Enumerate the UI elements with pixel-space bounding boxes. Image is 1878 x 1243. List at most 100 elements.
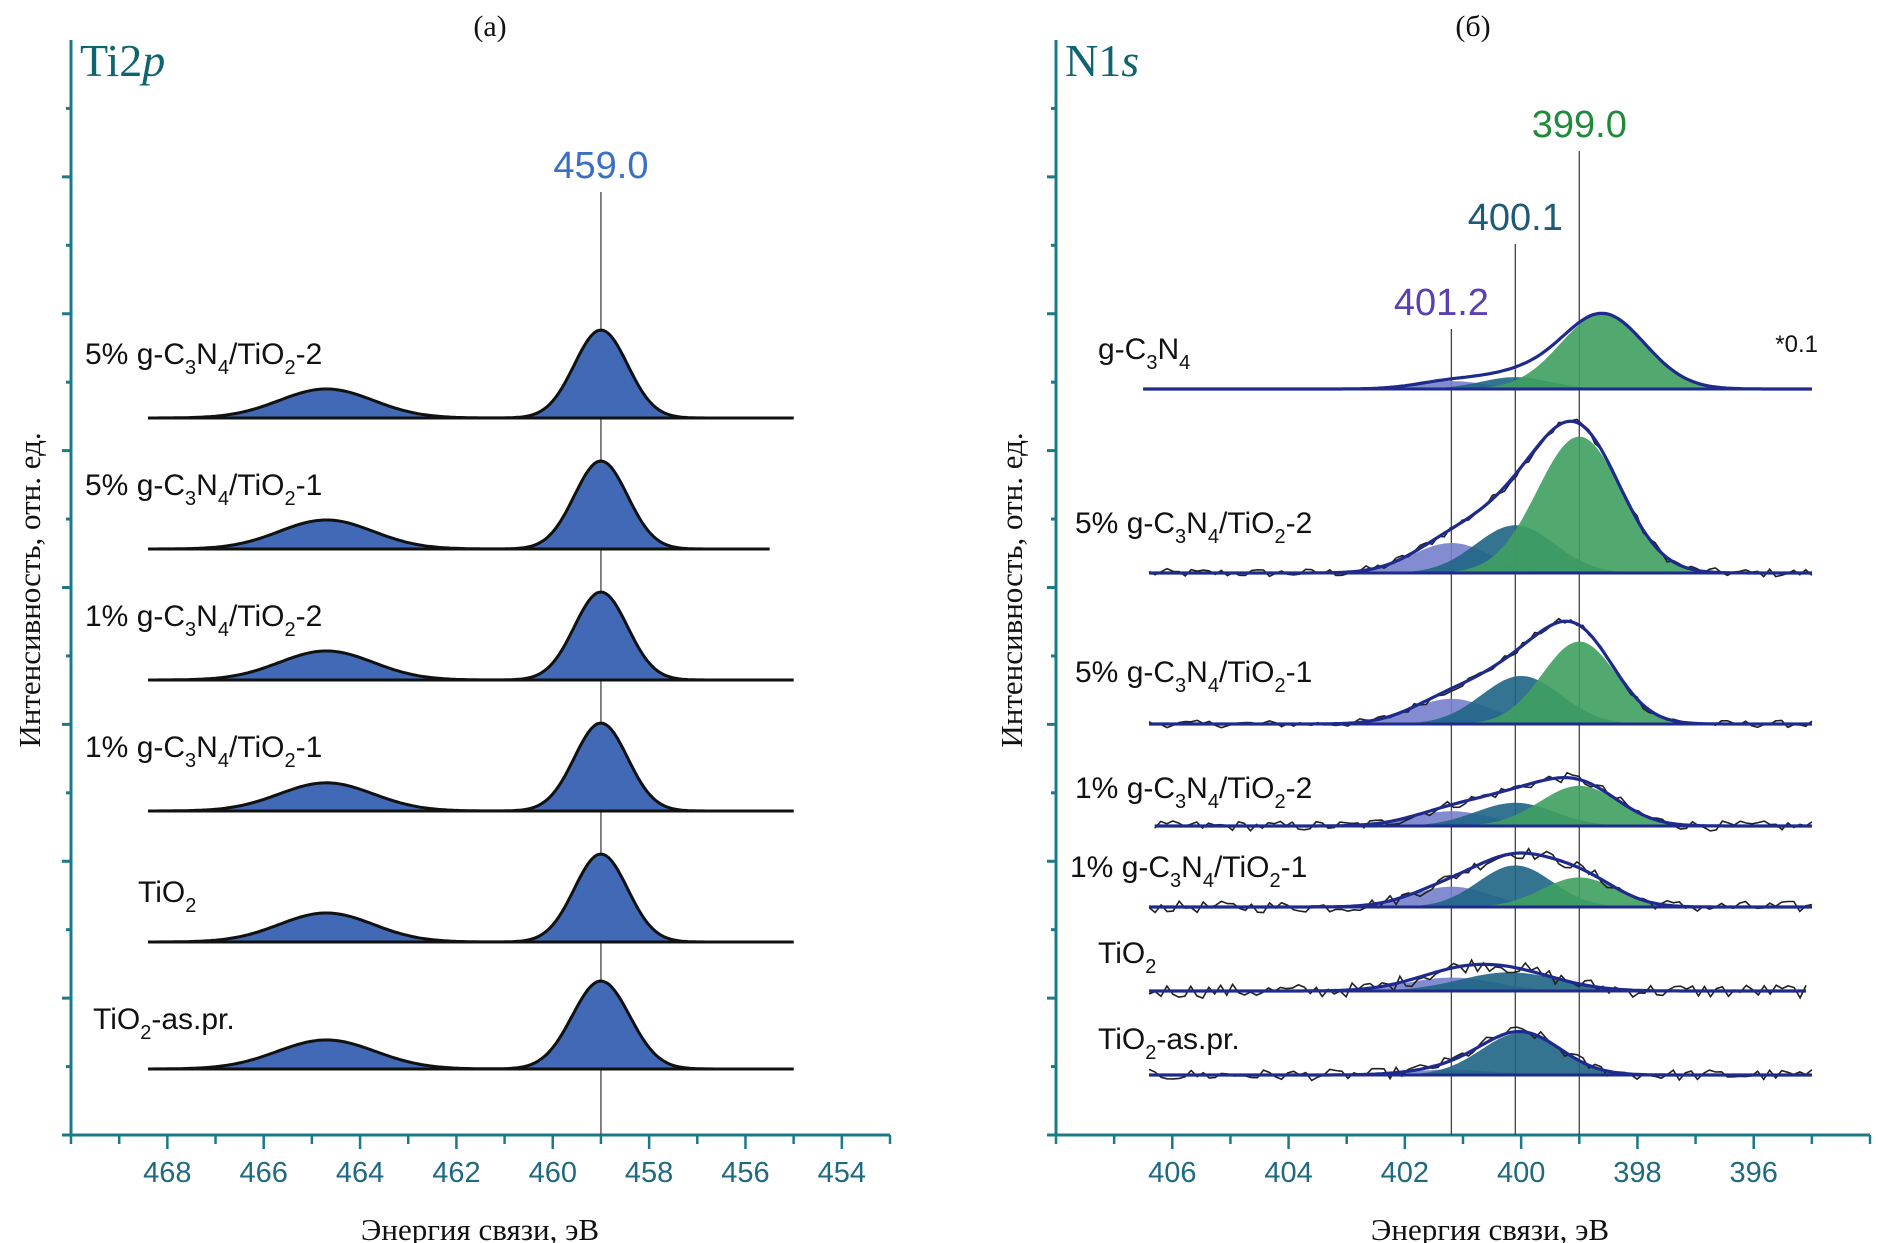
series-label-part: -as.pr.: [151, 1003, 234, 1036]
subscript: 2: [1275, 791, 1286, 813]
series-label: 1% g-C3N4/TiO2-1: [85, 731, 322, 772]
panel-title-main: N1: [1065, 35, 1121, 86]
series-label: TiO2: [1098, 937, 1156, 978]
reference-label: 400.1: [1468, 197, 1563, 239]
series-label: TiO2-as.pr.: [1098, 1023, 1240, 1064]
series-1: 5% g-C3N4/TiO2-1: [85, 459, 770, 551]
series-label-part: N: [196, 338, 218, 371]
subscript: 4: [218, 619, 229, 641]
spectrum-line: [148, 852, 794, 944]
peak-fill: [148, 723, 794, 811]
spectrum-line: [148, 979, 794, 1071]
series-label-part: N: [196, 731, 218, 764]
x-tick-label: 462: [432, 1157, 480, 1189]
panel-b: 406 404 402 400 398 396 Энергия связи, эВ Интен…: [994, 10, 1872, 1243]
subscript: 3: [1175, 526, 1186, 548]
series-label-part: /TiO: [229, 600, 285, 633]
series-label: 1% g-C3N4/TiO2-2: [85, 600, 322, 641]
series-label-part: TiO: [93, 1003, 140, 1036]
peak-fill: [148, 330, 794, 418]
series-label-part: 5% g-C: [1075, 507, 1175, 540]
subscript: 4: [1208, 526, 1219, 548]
panel-title-main: Ti2: [80, 35, 142, 86]
x-tick-label: 468: [143, 1157, 191, 1189]
series-label-part: -1: [1281, 851, 1308, 884]
subscript: 2: [285, 750, 296, 772]
subscript: 4: [1203, 870, 1214, 892]
x-axis-label: Энергия связи, эВ: [1371, 1212, 1609, 1243]
series-5: TiO2: [1098, 937, 1807, 1000]
y-axis-label: Интенсивность, отн. ед.: [12, 432, 47, 747]
subscript: 4: [1179, 352, 1190, 374]
series-label-part: -1: [296, 731, 323, 764]
subscript: 4: [218, 357, 229, 379]
series-label-part: N: [1186, 772, 1208, 805]
panel-title: N1s: [1065, 35, 1139, 86]
subscript: 3: [1175, 791, 1186, 813]
component-fill: [1149, 676, 1812, 724]
component-fill: [1149, 1032, 1812, 1075]
component-fill: [1149, 436, 1812, 573]
component-fill: [1143, 377, 1812, 389]
subscript: 4: [1208, 675, 1219, 697]
series-label: 5% g-C3N4/TiO2-2: [1075, 507, 1312, 548]
subscript: 2: [1145, 956, 1156, 978]
subscript: 3: [1146, 352, 1157, 374]
series-label-part: 5% g-C: [85, 338, 185, 371]
series-label: TiO2-as.pr.: [93, 1003, 235, 1044]
series-1: 5% g-C3N4/TiO2-2: [1075, 418, 1813, 578]
subscript: 2: [1270, 870, 1281, 892]
series-label-part: /TiO: [1219, 656, 1275, 689]
subscript: 2: [185, 895, 196, 917]
subscript: 4: [218, 488, 229, 510]
subscript: 3: [1175, 675, 1186, 697]
x-tick-label: 400: [1497, 1157, 1545, 1189]
raw-data-line: [1148, 958, 1807, 1000]
reference-label: 401.2: [1394, 282, 1489, 324]
series-5: TiO2-as.pr.: [93, 979, 794, 1071]
subscript: 3: [185, 619, 196, 641]
series-label-part: /TiO: [1219, 772, 1275, 805]
series-label-part: TiO: [1098, 1023, 1145, 1056]
subscript: 2: [285, 357, 296, 379]
x-tick-label: 458: [625, 1157, 673, 1189]
component-fill: [1149, 525, 1812, 573]
series-label-part: -2: [296, 600, 323, 633]
x-tick-label: 404: [1264, 1157, 1312, 1189]
x-axis-label: Энергия связи, эВ: [361, 1212, 599, 1243]
peak-fill: [148, 592, 794, 680]
panel-title-italic: p: [139, 35, 165, 86]
series-label-part: N: [1181, 851, 1203, 884]
x-tick-label: 398: [1613, 1157, 1661, 1189]
series-label-part: TiO: [138, 876, 185, 909]
series-label-part: TiO: [1098, 937, 1145, 970]
series-label-part: N: [1186, 507, 1208, 540]
series-label-part: -2: [296, 338, 323, 371]
series-label-part: N: [1157, 333, 1179, 366]
series-label-part: /TiO: [229, 731, 285, 764]
x-tick-label: 456: [721, 1157, 769, 1189]
series-label-part: /TiO: [229, 469, 285, 502]
series-label: 5% g-C3N4/TiO2-2: [85, 338, 322, 379]
series-label-part: -2: [1286, 772, 1313, 805]
subscript: 2: [1145, 1042, 1156, 1064]
series-3: 1% g-C3N4/TiO2-2: [1075, 771, 1813, 833]
series-label-part: -2: [1286, 507, 1313, 540]
series-label-part: 1% g-C: [1075, 772, 1175, 805]
series-label-part: 1% g-C: [85, 731, 185, 764]
series-label-part: N: [196, 469, 218, 502]
component-fill: [1143, 313, 1812, 389]
series-label-part: N: [1186, 656, 1208, 689]
envelope-line: [1143, 311, 1812, 391]
scale-annotation: *0.1: [1775, 331, 1818, 358]
series-0: g-C3N4: [1098, 311, 1812, 391]
series-label: 1% g-C3N4/TiO2-2: [1075, 772, 1312, 813]
subscript: 2: [140, 1022, 151, 1044]
series-4: 1% g-C3N4/TiO2-1: [1070, 847, 1813, 914]
series-2: 1% g-C3N4/TiO2-2: [85, 590, 794, 682]
y-axis-label: Интенсивность, отн. ед.: [994, 432, 1029, 747]
x-tick-label: 406: [1148, 1157, 1196, 1189]
subscript: 3: [1170, 870, 1181, 892]
series-label-part: -as.pr.: [1156, 1023, 1239, 1056]
peak-fill: [148, 981, 794, 1069]
